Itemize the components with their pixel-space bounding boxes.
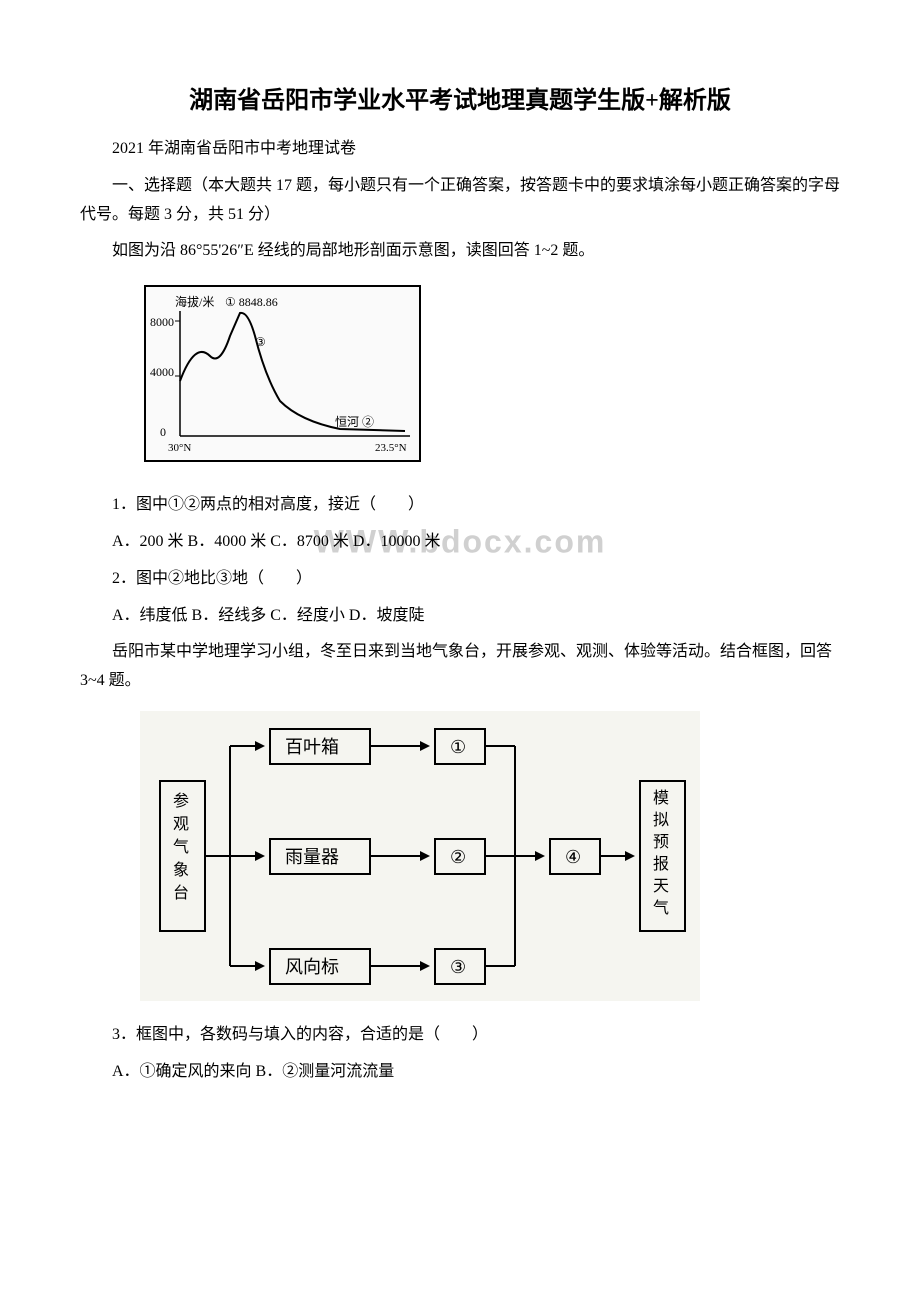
question-1-text: 1．图中①②两点的相对高度，接近（ ） <box>80 491 840 520</box>
left-box-char4: 象 <box>173 861 189 879</box>
flowchart-diagram: 参 观 气 象 台 百叶箱 雨量器 风向标 <box>140 711 700 1001</box>
question-1-options: A．200 米 B．4000 米 C．8700 米 D．10000 米 <box>80 528 840 557</box>
question-2-text: 2．图中②地比③地（ ） <box>80 565 840 594</box>
right-box-char1: 模 <box>653 789 669 807</box>
left-box-char3: 气 <box>173 838 189 856</box>
figure-2-container: 参 观 气 象 台 百叶箱 雨量器 风向标 <box>140 711 840 1006</box>
circle-1: ① <box>450 737 466 757</box>
river-label: 恒河 ② <box>335 415 374 429</box>
subtitle: 2021 年湖南省岳阳市中考地理试卷 <box>80 135 840 164</box>
right-box-char2: 拟 <box>653 811 669 829</box>
question-3-text: 3．框图中，各数码与填入的内容，合适的是（ ） <box>80 1021 840 1050</box>
left-box-char5: 台 <box>173 884 189 902</box>
bottom-box-text: 风向标 <box>285 957 339 977</box>
circle-4: ④ <box>565 847 581 867</box>
question-3-options: A．①确定风的来向 B．②测量河流流量 <box>80 1058 840 1087</box>
ytick-0: 0 <box>160 425 166 439</box>
circle-3: ③ <box>450 957 466 977</box>
page-title: 湖南省岳阳市学业水平考试地理真题学生版+解析版 <box>80 80 840 115</box>
ytick-4000: 4000 <box>150 365 174 379</box>
left-box-char1: 参 <box>173 792 189 810</box>
intro-text-1: 如图为沿 86°55'26″E 经线的局部地形剖面示意图，读图回答 1~2 题。 <box>80 237 840 266</box>
mid-label: ③ <box>255 335 266 349</box>
intro-text-2: 岳阳市某中学地理学习小组，冬至日来到当地气象台，开展参观、观测、体验等活动。结合… <box>80 638 840 696</box>
x-right-label: 23.5°N <box>375 442 407 454</box>
section-header: 一、选择题（本大题共 17 题，每小题只有一个正确答案，按答题卡中的要求填涂每小… <box>80 172 840 230</box>
mid-box-text: 雨量器 <box>285 847 339 867</box>
right-box-char4: 报 <box>653 855 669 873</box>
circle-2: ② <box>450 847 466 867</box>
figure-1-container: 海拔/米 ① 8848.86 8000 4000 0 ③ 恒河 ② 30°N 2… <box>140 281 840 476</box>
top-box-text: 百叶箱 <box>285 737 339 757</box>
right-box-char6: 气 <box>653 899 669 917</box>
left-box-char2: 观 <box>173 816 189 833</box>
terrain-profile-chart: 海拔/米 ① 8848.86 8000 4000 0 ③ 恒河 ② 30°N 2… <box>140 281 430 471</box>
peak-label: ① 8848.86 <box>225 295 278 309</box>
ytick-8000: 8000 <box>150 315 174 329</box>
x-left-label: 30°N <box>168 442 191 454</box>
right-box-char5: 天 <box>653 878 669 895</box>
y-axis-label: 海拔/米 <box>175 294 214 309</box>
question-2-options: A．纬度低 B．经线多 C．经度小 D．坡度陡 <box>80 602 840 631</box>
right-box-char3: 预 <box>653 833 669 851</box>
